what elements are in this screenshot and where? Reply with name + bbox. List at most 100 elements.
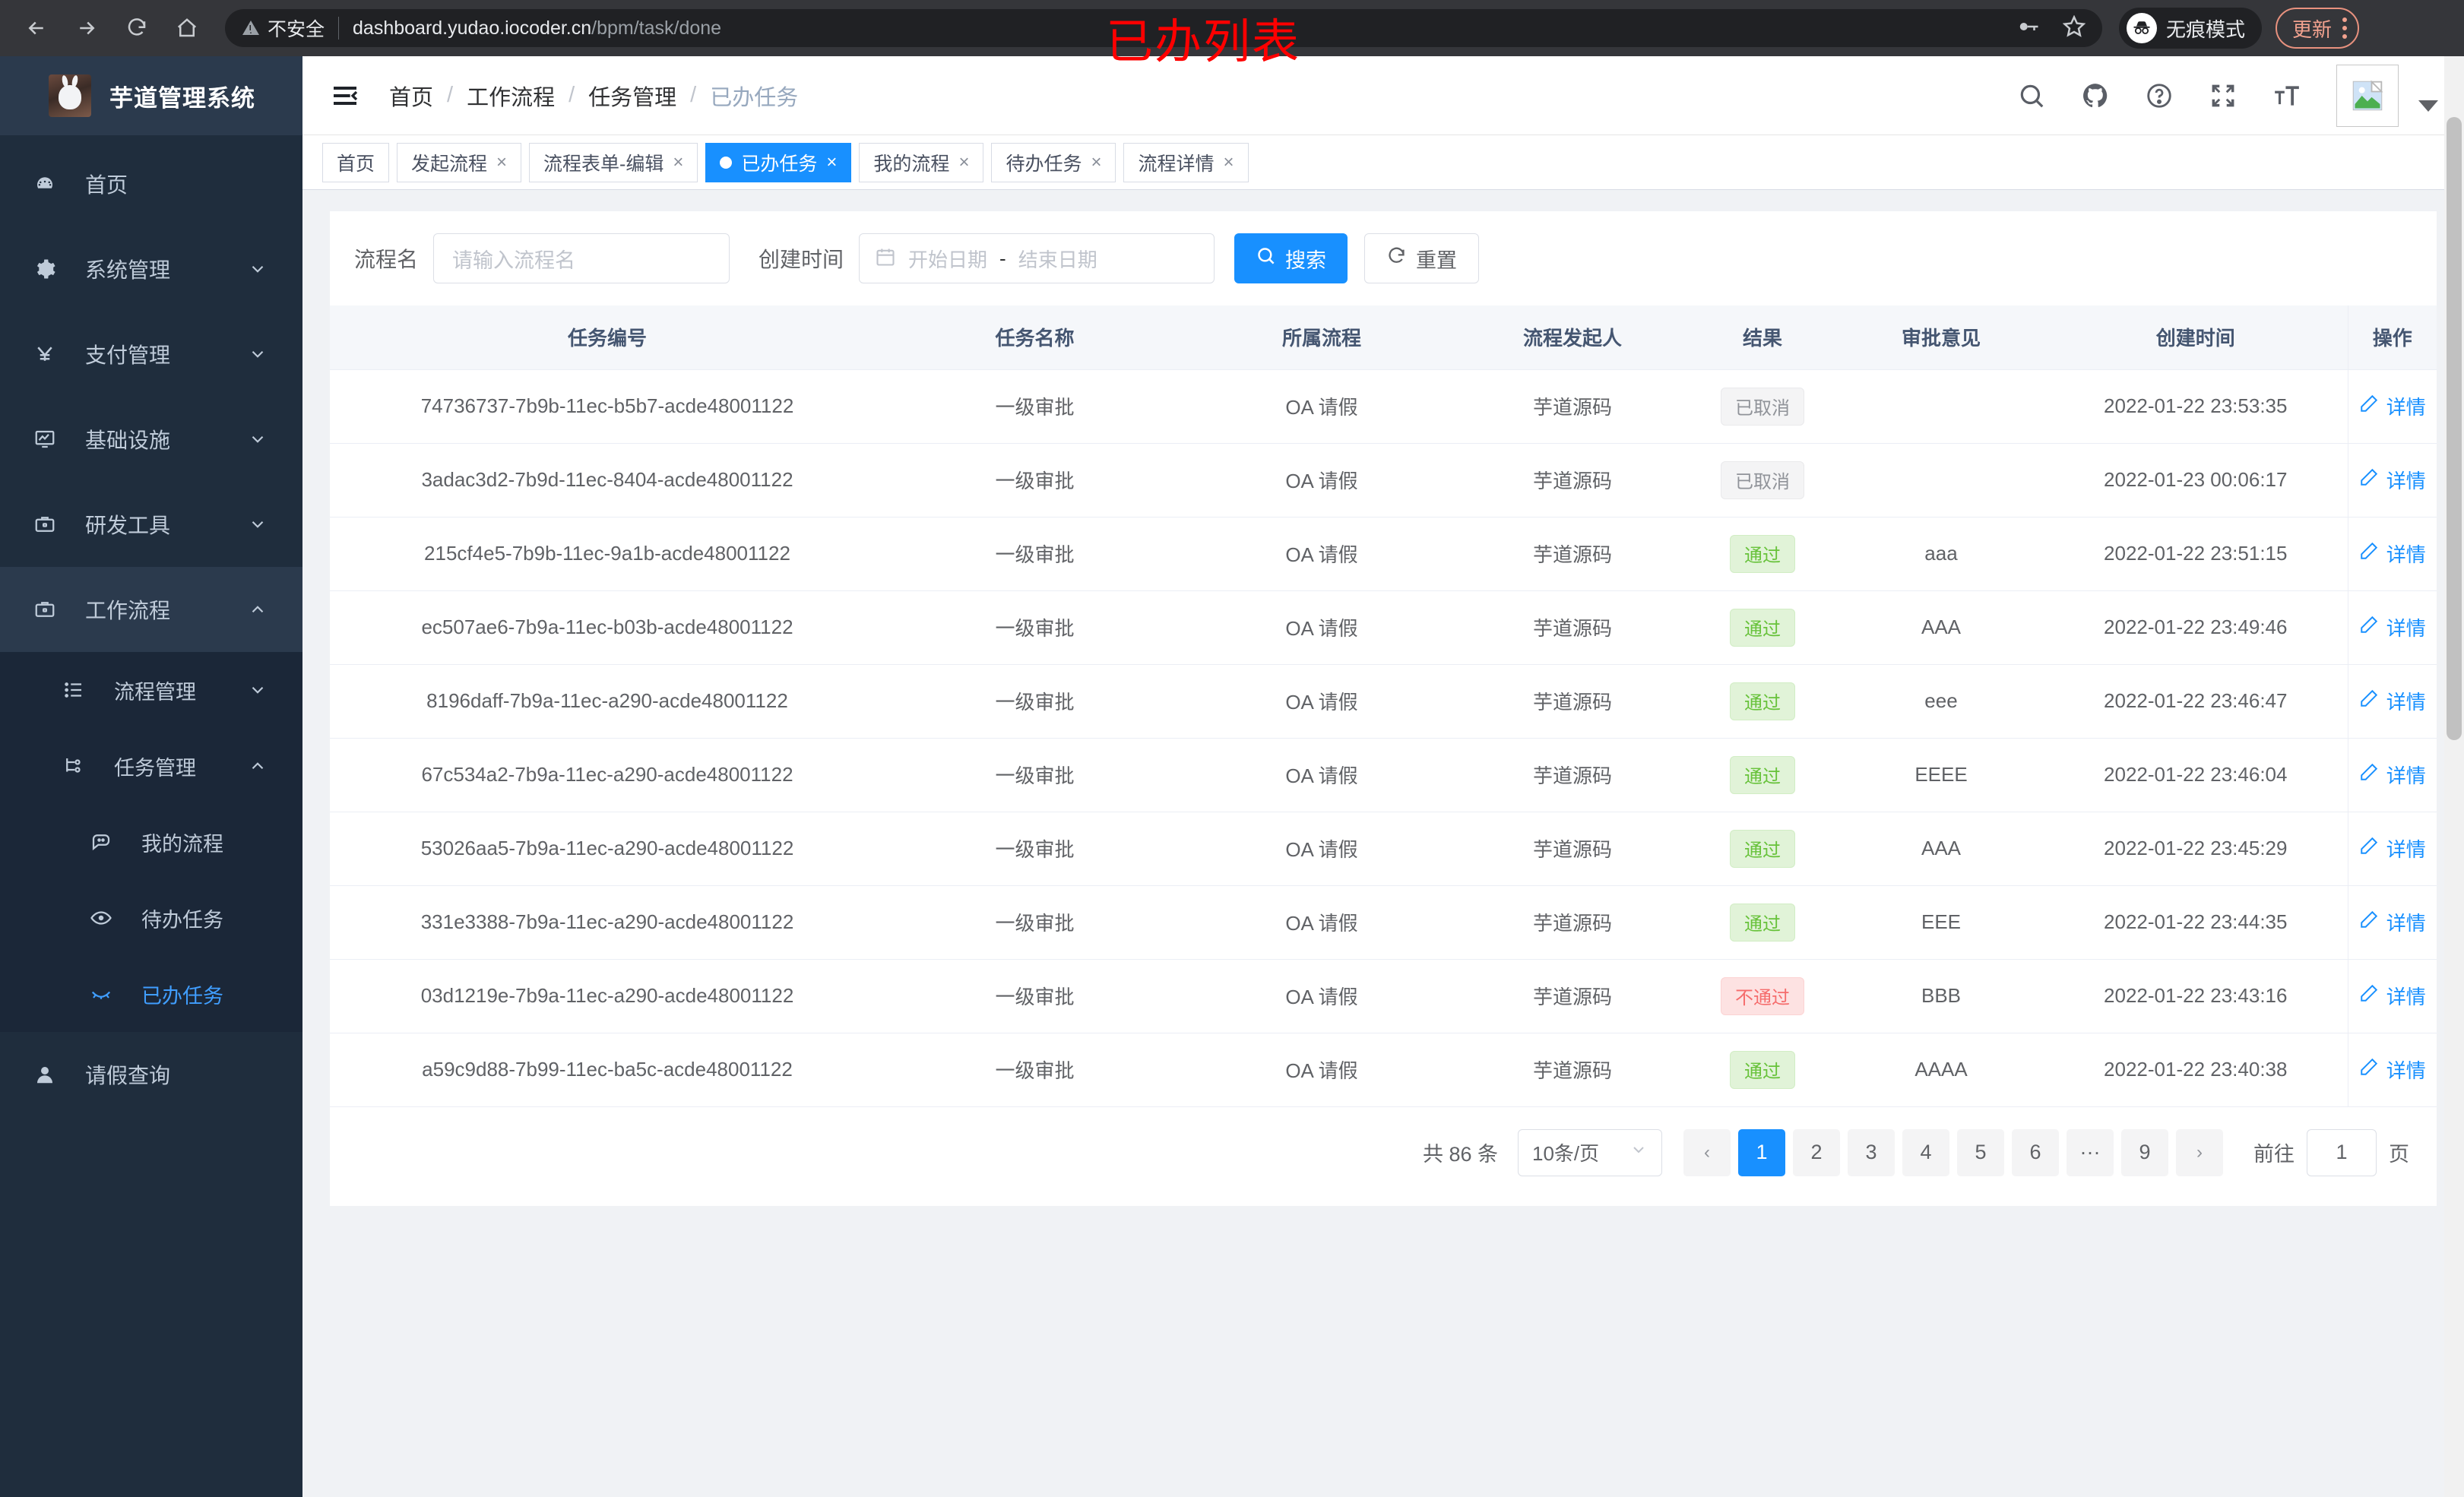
detail-button[interactable]: 详情 <box>2359 466 2426 494</box>
page-ellipsis[interactable]: ··· <box>2067 1128 2114 1176</box>
close-icon[interactable]: × <box>673 151 684 172</box>
cell-initiator: 芋道源码 <box>1458 885 1686 960</box>
detail-label: 详情 <box>2386 543 2426 566</box>
back-icon[interactable] <box>14 5 59 51</box>
page-scrollbar-thumb[interactable] <box>2447 117 2462 740</box>
breadcrumb-item-workflow[interactable]: 工作流程 <box>467 85 556 110</box>
tab-home[interactable]: 首页 <box>322 142 390 182</box>
password-key-icon[interactable] <box>2017 15 2040 42</box>
incognito-indicator[interactable]: 无痕模式 <box>2119 8 2263 49</box>
update-button[interactable]: 更新 <box>2276 8 2360 49</box>
jump-prefix-label: 前往 <box>2253 1143 2295 1166</box>
detail-button[interactable]: 详情 <box>2359 761 2426 789</box>
bookmark-star-icon[interactable] <box>2062 14 2086 42</box>
process-name-input[interactable]: 请输入流程名 <box>433 233 730 283</box>
detail-button[interactable]: 详情 <box>2359 613 2426 641</box>
avatar[interactable] <box>2336 64 2399 127</box>
sidebar-item-leave-query[interactable]: 请假查询 <box>0 1032 302 1117</box>
detail-button[interactable]: 详情 <box>2359 392 2426 420</box>
kebab-menu-icon[interactable] <box>2342 17 2348 39</box>
breadcrumb-item-task-manage[interactable]: 任务管理 <box>588 85 677 110</box>
sidebar-item-done-task[interactable]: 已办任务 <box>0 956 302 1032</box>
github-icon[interactable] <box>2081 81 2110 110</box>
detail-button[interactable]: 详情 <box>2359 540 2426 568</box>
forward-icon[interactable] <box>64 5 109 51</box>
incognito-label: 无痕模式 <box>2166 17 2246 41</box>
page-button-3[interactable]: 3 <box>1848 1128 1895 1176</box>
chat-icon <box>85 831 117 853</box>
page-scrollbar-track[interactable] <box>2444 56 2464 1497</box>
chevron-down-icon[interactable] <box>2418 100 2438 112</box>
sidebar-item-label: 流程管理 <box>114 680 196 704</box>
tab-done-task[interactable]: 已办任务 × <box>705 142 852 182</box>
create-time-range-picker[interactable]: 开始日期 - 结束日期 <box>859 233 1215 283</box>
reload-icon[interactable] <box>114 5 160 51</box>
tab-process-detail[interactable]: 流程详情 × <box>1123 142 1249 182</box>
cell-result: 通过 <box>1686 885 1838 960</box>
hamburger-icon[interactable] <box>330 81 360 111</box>
tab-my-process[interactable]: 我的流程 × <box>859 142 984 182</box>
sidebar-item-todo-task[interactable]: 待办任务 <box>0 880 302 956</box>
address-bar[interactable]: 不安全 dashboard.yudao.iocoder.cn/bpm/task/… <box>225 9 2102 47</box>
detail-button[interactable]: 详情 <box>2359 687 2426 715</box>
cell-task-name: 一级审批 <box>885 1033 1185 1107</box>
fullscreen-icon[interactable] <box>2209 81 2238 110</box>
sidebar-item-my-process[interactable]: 我的流程 <box>0 804 302 880</box>
detail-button[interactable]: 详情 <box>2359 982 2426 1010</box>
col-comment: 审批意见 <box>1838 305 2044 370</box>
sidebar-item-process-manage[interactable]: 流程管理 <box>0 652 302 728</box>
cell-task-name: 一级审批 <box>885 885 1185 960</box>
status-badge: 已取消 <box>1721 387 1804 426</box>
detail-label: 详情 <box>2386 396 2426 419</box>
cell-created: 2022-01-22 23:43:16 <box>2044 959 2348 1033</box>
close-icon[interactable]: × <box>1223 151 1234 172</box>
status-badge: 不通过 <box>1721 976 1804 1015</box>
reset-button[interactable]: 重置 <box>1364 233 1480 283</box>
sidebar-item-label: 待办任务 <box>141 908 223 932</box>
sidebar: 芋道管理系统 首页 系统管理 <box>0 56 302 1497</box>
font-size-icon[interactable] <box>2272 81 2301 110</box>
close-icon[interactable]: × <box>1091 151 1102 172</box>
close-icon[interactable]: × <box>496 151 508 172</box>
page-button-2[interactable]: 2 <box>1793 1128 1840 1176</box>
home-icon[interactable] <box>164 5 210 51</box>
sidebar-item-home[interactable]: 首页 <box>0 141 302 226</box>
edit-pencil-icon <box>2359 983 2379 1008</box>
sidebar-item-payment[interactable]: 支付管理 <box>0 312 302 397</box>
tab-todo-task[interactable]: 待办任务 × <box>991 142 1116 182</box>
close-icon[interactable]: × <box>826 151 838 172</box>
page-button-1[interactable]: 1 <box>1738 1128 1785 1176</box>
close-icon[interactable]: × <box>958 151 970 172</box>
detail-button[interactable]: 详情 <box>2359 908 2426 936</box>
cell-process: OA 请假 <box>1185 812 1458 886</box>
page-button-9[interactable]: 9 <box>2121 1128 2168 1176</box>
search-button[interactable]: 搜索 <box>1234 233 1348 283</box>
sidebar-item-label: 任务管理 <box>114 756 196 780</box>
cell-created: 2022-01-23 00:06:17 <box>2044 443 2348 517</box>
brand-header[interactable]: 芋道管理系统 <box>0 56 302 135</box>
page-size-select[interactable]: 10条/页 <box>1518 1128 1662 1176</box>
tab-process-form-edit[interactable]: 流程表单-编辑 × <box>529 142 698 182</box>
sidebar-item-infrastructure[interactable]: 基础设施 <box>0 397 302 482</box>
cell-operation: 详情 <box>2347 885 2437 960</box>
jump-page-input[interactable]: 1 <box>2307 1128 2377 1176</box>
detail-button[interactable]: 详情 <box>2359 1055 2426 1084</box>
prev-page-button[interactable]: ‹ <box>1683 1128 1731 1176</box>
sidebar-item-devtools[interactable]: 研发工具 <box>0 482 302 567</box>
list-icon <box>58 679 90 701</box>
sidebar-item-workflow[interactable]: 工作流程 <box>0 567 302 652</box>
next-page-button[interactable]: › <box>2176 1128 2223 1176</box>
page-button-5[interactable]: 5 <box>1957 1128 2004 1176</box>
page-button-6[interactable]: 6 <box>2012 1128 2059 1176</box>
sidebar-item-system[interactable]: 系统管理 <box>0 226 302 312</box>
chevron-down-icon <box>248 259 268 279</box>
sidebar-item-task-manage[interactable]: 任务管理 <box>0 728 302 804</box>
dashboard-icon <box>29 172 61 195</box>
detail-button[interactable]: 详情 <box>2359 834 2426 862</box>
monitor-icon <box>29 428 61 451</box>
search-icon[interactable] <box>2017 81 2046 110</box>
tab-start-process[interactable]: 发起流程 × <box>397 142 522 182</box>
breadcrumb-item-home[interactable]: 首页 <box>389 85 434 110</box>
page-button-4[interactable]: 4 <box>1902 1128 1949 1176</box>
help-circle-icon[interactable] <box>2145 81 2174 110</box>
